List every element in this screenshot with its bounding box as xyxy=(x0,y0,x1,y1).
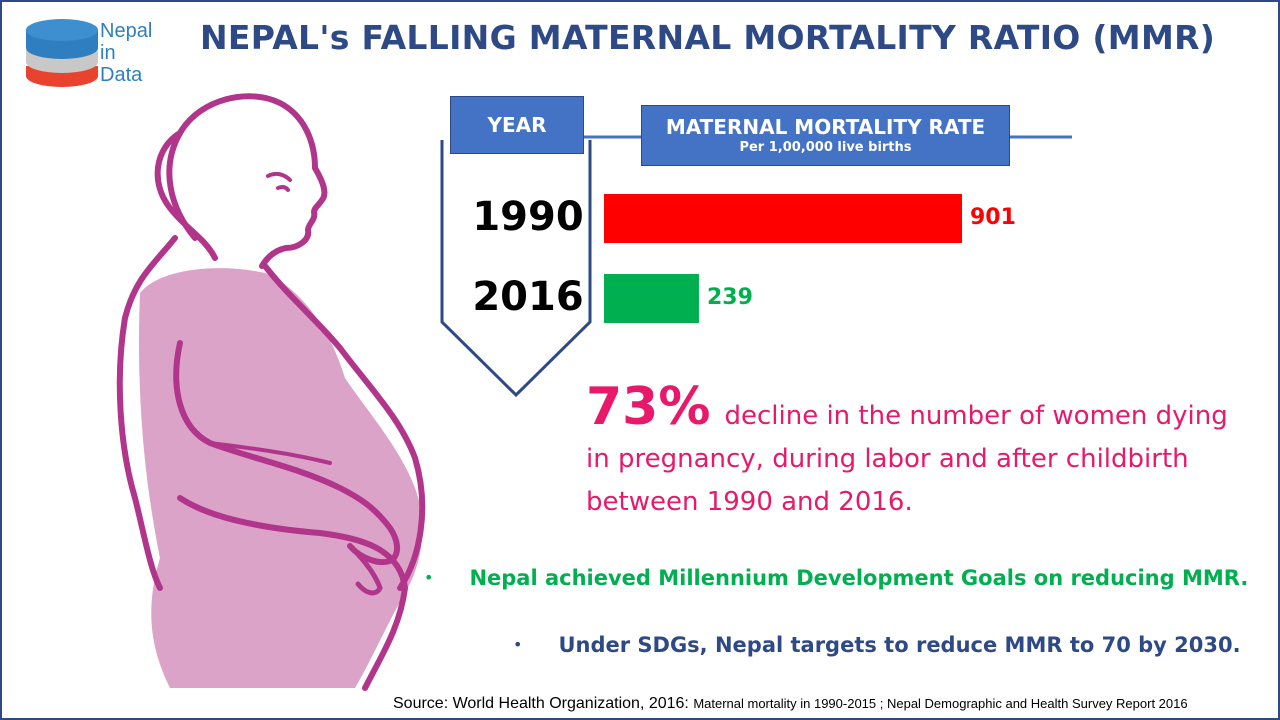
decline-line-1: decline in the number of women dying xyxy=(724,401,1228,431)
source-prefix: Source: World Health Organization, 2016: xyxy=(393,695,694,712)
value-label-2016: 239 xyxy=(706,285,753,310)
bullet-mdg-text: Nepal achieved Millennium Development Go… xyxy=(469,566,1249,590)
bullet-sdg-text: Under SDGs, Nepal targets to reduce MMR … xyxy=(558,633,1241,657)
year-arrow-outline xyxy=(440,140,592,398)
mmr-header-title: MATERNAL MORTALITY RATE xyxy=(665,115,986,139)
pregnant-woman-illustration xyxy=(116,93,426,691)
value-label-1990: 901 xyxy=(970,205,1016,230)
mmr-header: MATERNAL MORTALITY RATE Per 1,00,000 liv… xyxy=(641,105,1010,166)
logo-text: Nepal in Data xyxy=(100,20,152,86)
decline-line-2: in pregnancy, during labor and after chi… xyxy=(586,444,1189,474)
logo-line-3: Data xyxy=(100,64,143,86)
year-header: YEAR xyxy=(450,96,584,154)
logo-line-2: in xyxy=(100,42,116,64)
bullet-sdg: • Under SDGs, Nepal targets to reduce MMR… xyxy=(513,633,1241,657)
decline-line-3: between 1990 and 2016. xyxy=(586,487,913,517)
mmr-header-subtitle: Per 1,00,000 live births xyxy=(739,140,912,155)
source-detail: Maternal mortality in 1990-2015 ; Nepal … xyxy=(693,696,1188,711)
bar-2016 xyxy=(604,274,699,323)
bullet-mdg: • Nepal achieved Millennium Development G… xyxy=(424,566,1248,590)
source-note: Source: World Health Organization, 2016:… xyxy=(393,695,1188,713)
page-title: NEPAL's FALLING MATERNAL MORTALITY RATIO… xyxy=(200,18,1216,57)
decline-percent: 73% xyxy=(586,377,711,437)
bar-1990 xyxy=(604,194,962,243)
year-label-1990: 1990 xyxy=(472,194,584,240)
logo-line-1: Nepal xyxy=(100,20,153,42)
decline-statement: 73% decline in the number of women dying … xyxy=(586,381,1266,524)
year-label-2016: 2016 xyxy=(472,274,584,320)
bullet-dot: • xyxy=(513,635,523,654)
bullet-dot: • xyxy=(424,568,434,587)
nepal-in-data-logo xyxy=(26,19,98,87)
